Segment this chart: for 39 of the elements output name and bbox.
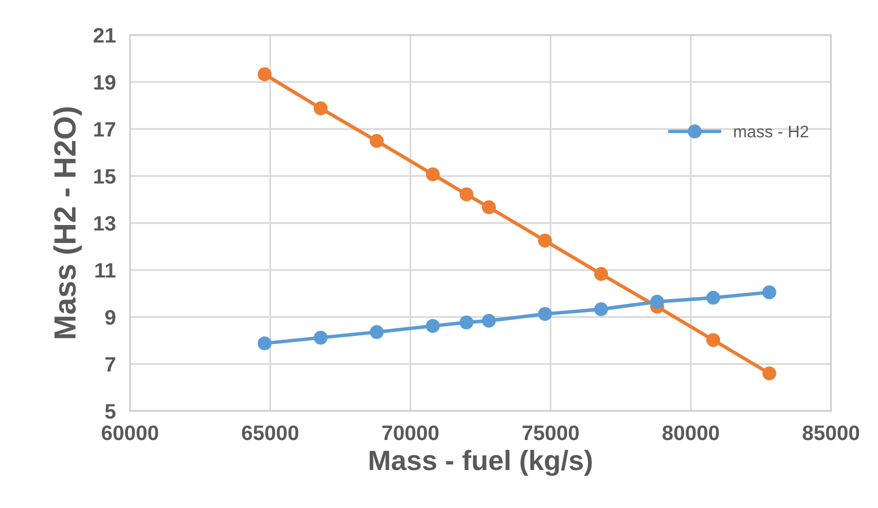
- point: [538, 307, 552, 321]
- x-axis-title: Mass - fuel (kg/s): [370, 450, 592, 476]
- point: [594, 302, 608, 316]
- point: [482, 314, 496, 328]
- y-tick-label: 9: [105, 310, 116, 325]
- point: [370, 134, 384, 148]
- point: [538, 234, 552, 248]
- point: [258, 336, 272, 350]
- y-tick-label: 21: [94, 28, 116, 43]
- x-tick-label: 75000: [522, 425, 579, 440]
- x-tick-label: 85000: [802, 425, 860, 440]
- point: [426, 318, 440, 333]
- point: [706, 333, 720, 347]
- point: [460, 187, 474, 202]
- x-tick-label: 70000: [382, 425, 439, 440]
- point: [426, 167, 440, 182]
- point: [460, 315, 474, 330]
- y-tick-label: 5: [105, 404, 116, 419]
- y-axis-title: Mass (H2 - H2O): [53, 107, 82, 338]
- y-tick-label: 19: [94, 75, 116, 90]
- y-tick-label: 11: [95, 263, 116, 278]
- point: [762, 366, 776, 380]
- point: [706, 290, 720, 305]
- y-tick-label: 17: [94, 122, 116, 137]
- y-tick-label: 13: [94, 216, 116, 231]
- x-tick-label: 80000: [662, 425, 719, 440]
- legend-label: mass - H2: [734, 126, 808, 138]
- point: [370, 325, 384, 339]
- point: [314, 330, 328, 345]
- point: [482, 200, 496, 214]
- x-tick-label: 60000: [102, 425, 158, 440]
- point: [594, 267, 608, 281]
- y-tick-label: 15: [94, 169, 116, 184]
- y-tick-label: 7: [105, 357, 116, 372]
- point: [762, 285, 776, 300]
- point: [314, 101, 328, 116]
- x-tick-label: 65000: [242, 425, 298, 440]
- point: [258, 67, 272, 82]
- point: [650, 294, 664, 309]
